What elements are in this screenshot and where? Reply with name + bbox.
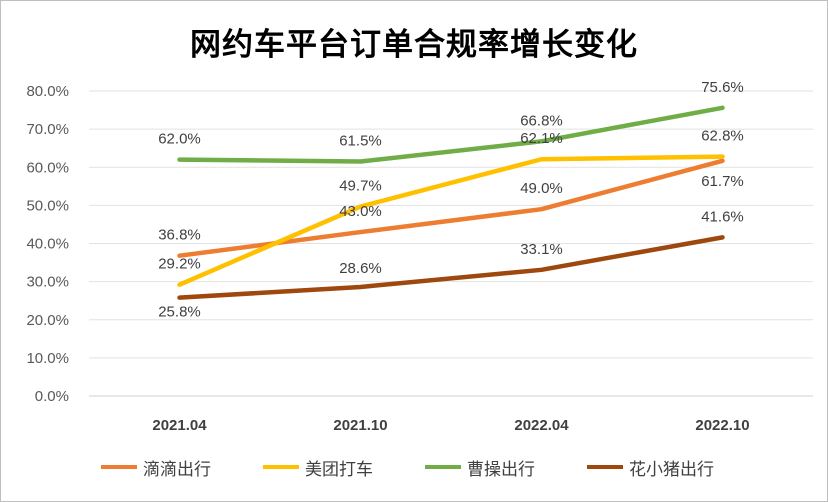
x-tick-label: 2021.04 [152,417,207,434]
y-tick-label: 50.0% [26,197,69,214]
legend-item: 滴滴出行 [101,453,211,481]
y-tick-label: 0.0% [35,388,69,405]
legend-label: 滴滴出行 [143,459,211,480]
data-label: 41.6% [701,208,744,225]
data-label: 49.7% [339,178,382,195]
x-tick-label: 2021.10 [333,417,387,434]
data-label: 43.0% [339,203,382,220]
data-label: 49.0% [520,180,563,197]
data-labels: 36.8% 43.0% 49.0% 61.7% 29.2% 49.7% 62.1% 62.8%… [158,79,744,321]
legend-item: 曹操出行 [425,453,535,481]
legend-swatch [587,465,623,469]
legend-swatch [263,465,299,469]
x-tick-label: 2022.10 [695,417,749,434]
data-label: 28.6% [339,260,382,277]
y-tick-label: 40.0% [26,236,69,253]
series-line-4 [177,235,725,300]
legend-item: 美团打车 [263,453,373,481]
series-line-3 [177,105,725,164]
data-label: 33.1% [520,241,563,258]
data-label: 25.8% [158,304,201,321]
series-lines [177,105,725,300]
legend-label: 花小猪出行 [629,459,714,480]
series-line-1 [177,158,725,258]
y-tick-label: 20.0% [26,312,69,329]
data-label: 61.5% [339,133,382,150]
legend-label: 美团打车 [305,459,373,480]
data-label: 75.6% [701,79,744,96]
chart-legend: 滴滴出行 美团打车 曹操出行 花小猪出行 [1,453,827,481]
data-label: 36.8% [158,227,201,244]
data-label: 61.7% [701,173,744,190]
legend-item: 花小猪出行 [587,453,714,481]
data-label: 62.1% [520,130,563,147]
data-label: 62.8% [701,128,744,145]
data-label: 29.2% [158,256,201,273]
x-tick-label: 2022.04 [514,417,569,434]
y-tick-label: 80.0% [26,83,69,100]
y-axis-ticks: 0.0% 10.0% 20.0% 30.0% 40.0% 50.0% 60.0% 70.0% 8… [26,83,69,405]
x-axis-ticks: 2021.04 2021.10 2022.04 2022.10 [152,417,749,434]
series-line-2 [177,154,725,287]
legend-swatch [425,465,461,469]
legend-swatch [101,465,137,469]
data-label: 62.0% [158,131,201,148]
legend-label: 曹操出行 [467,459,535,480]
data-label: 66.8% [520,112,563,129]
y-tick-label: 70.0% [26,121,69,138]
chart-title: 网约车平台订单合规率增长变化 [190,27,638,63]
y-tick-label: 10.0% [26,350,69,367]
y-tick-label: 30.0% [26,274,69,291]
y-tick-label: 60.0% [26,159,69,176]
line-chart: 0.0% 10.0% 20.0% 30.0% 40.0% 50.0% 60.0% 70.0% 8… [26,79,813,434]
